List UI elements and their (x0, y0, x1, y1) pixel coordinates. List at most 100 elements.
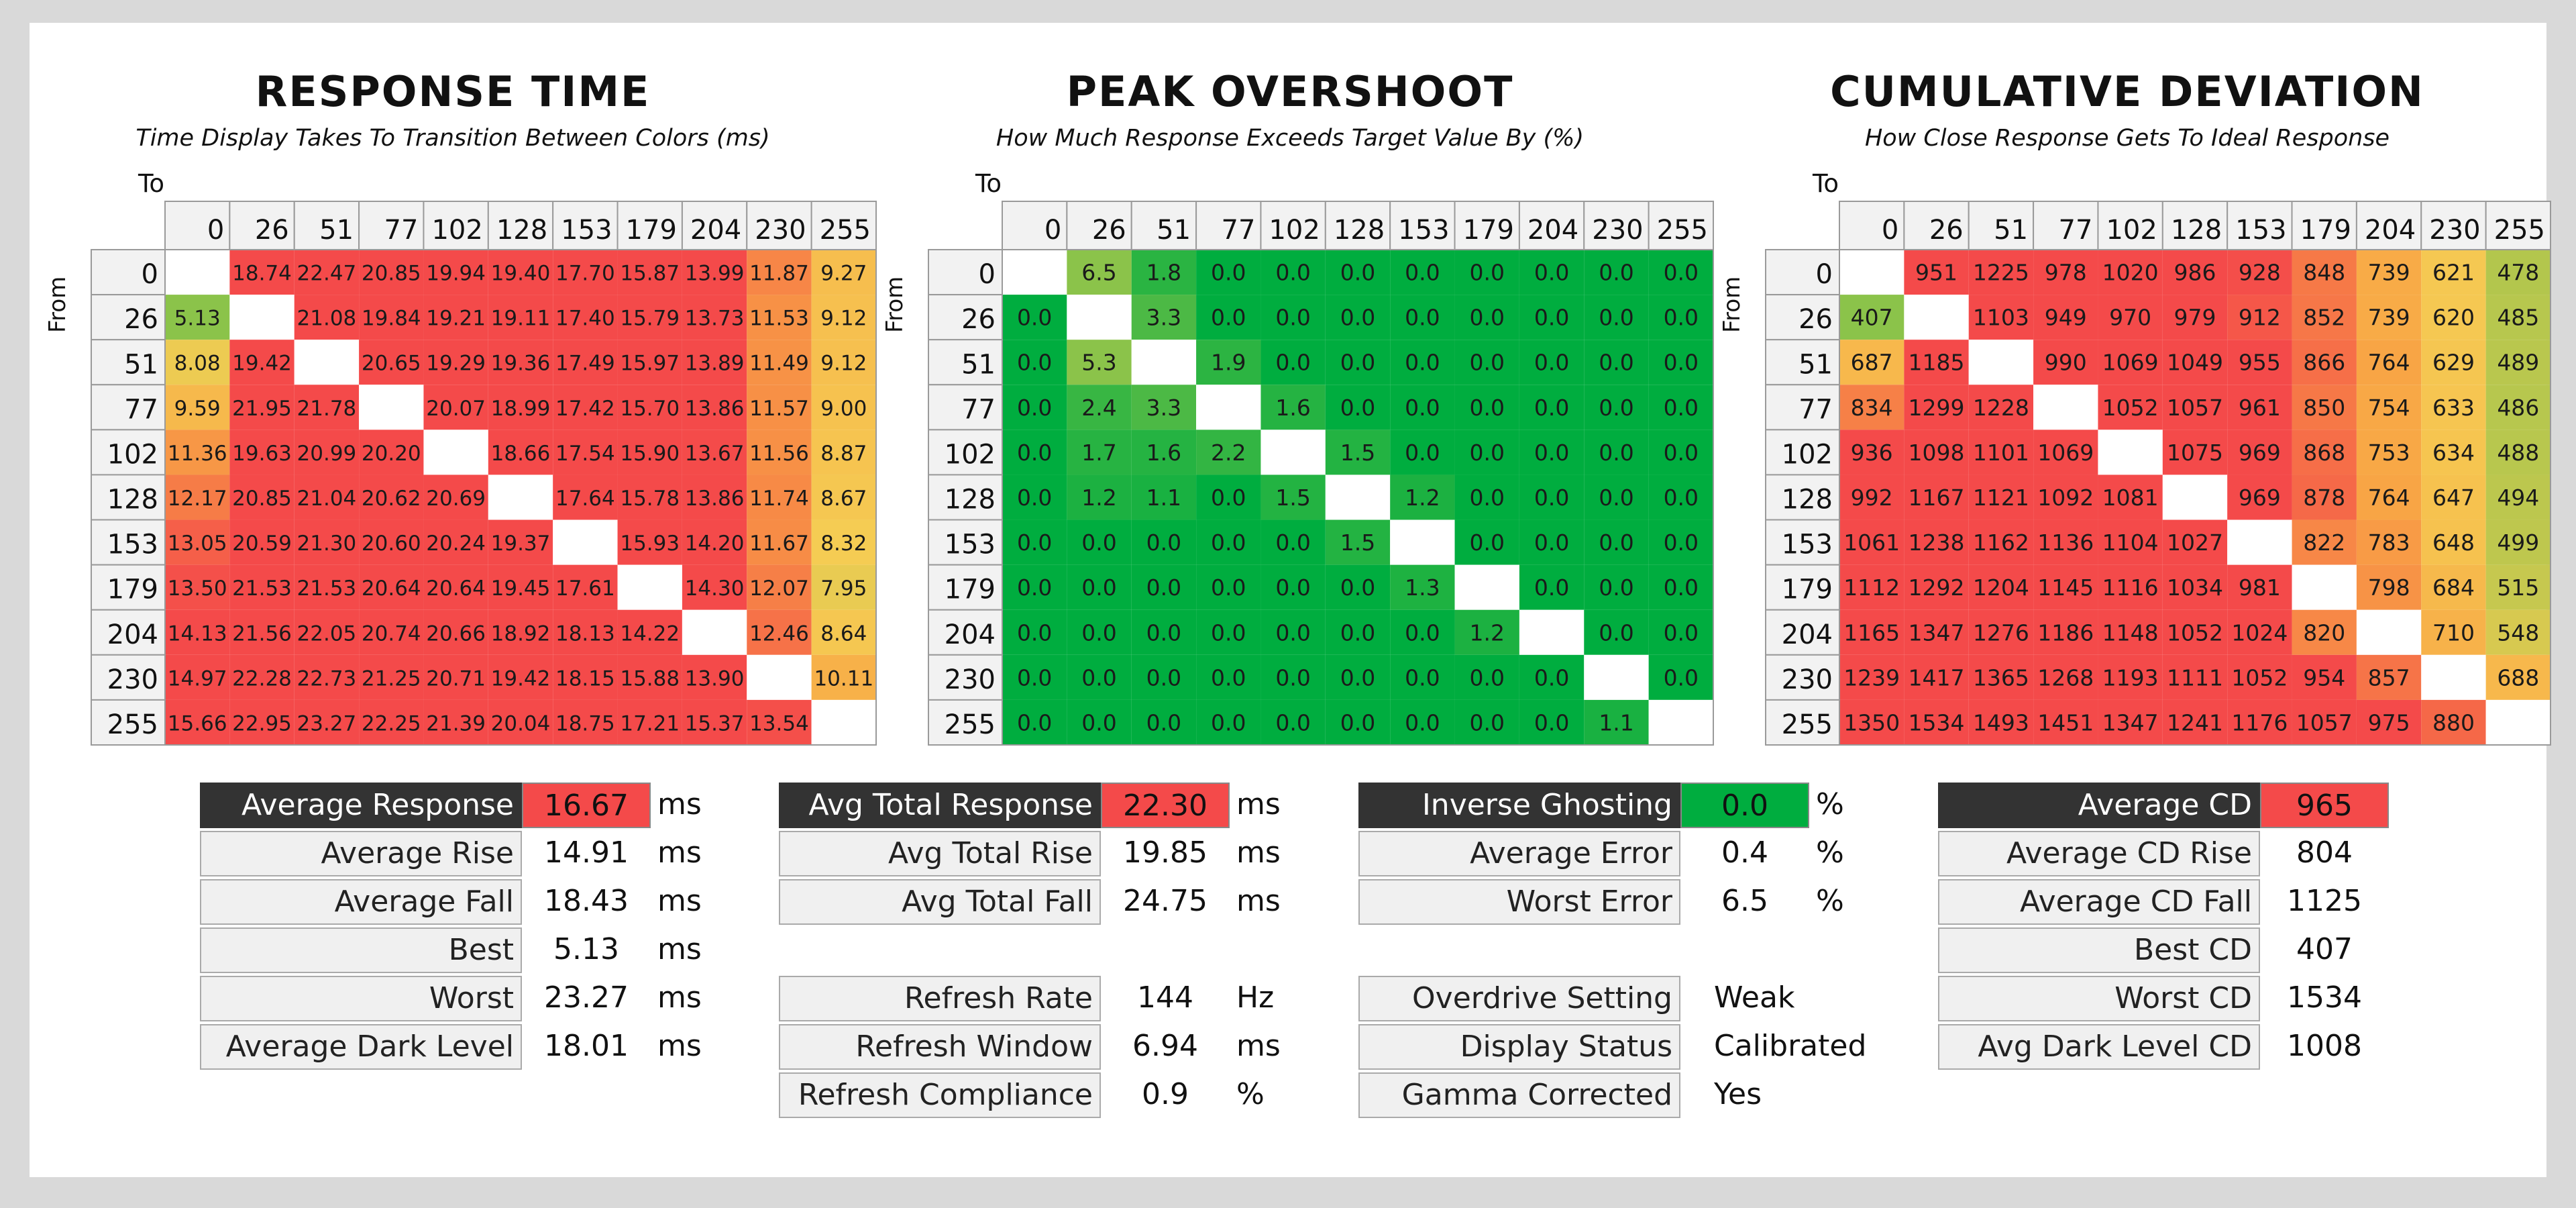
heatmap-cell (1260, 654, 1326, 700)
heatmap-value: 986 (2174, 260, 2216, 286)
stat-value: 19.85 (1123, 836, 1208, 870)
stat-value: 804 (2296, 836, 2353, 870)
row-header-cell (91, 474, 166, 521)
stat-label: Best CD (1938, 927, 2260, 973)
heatmap-cell (811, 564, 876, 610)
heatmap-value: 1417 (1909, 664, 1965, 691)
diagonal-empty-cell (1260, 430, 1326, 475)
heatmap-cell (2421, 564, 2486, 610)
heatmap-value: 0.0 (1017, 664, 1052, 691)
stat-value: 24.75 (1123, 884, 1208, 918)
heatmap-value: 0.0 (1664, 305, 1699, 331)
heatmap-value: 1.6 (1146, 440, 1181, 466)
heatmap-value: 0.0 (1405, 305, 1440, 331)
heatmap-value: 22.73 (297, 666, 357, 691)
heatmap-value: 1.3 (1405, 574, 1440, 601)
heatmap-value: 9.59 (174, 397, 221, 421)
heatmap-value: 1034 (2167, 574, 2223, 601)
heatmap-cell (229, 250, 294, 295)
heatmap-value: 1057 (2296, 709, 2353, 736)
heatmap-value: 15.88 (620, 666, 680, 691)
heatmap-cell (488, 385, 553, 430)
heatmap-cell (1968, 564, 2034, 610)
diagonal-empty-cell (1002, 250, 1067, 295)
row-header-label: 0 (1816, 259, 1833, 290)
heatmap-cell (2162, 385, 2228, 430)
heatmap-cell (1648, 340, 1713, 385)
heatmap-value: 0.0 (1275, 260, 1310, 286)
heatmap-value: 0.0 (1017, 709, 1052, 736)
col-header-label: 102 (2106, 215, 2157, 246)
heatmap-value: 5.13 (174, 307, 221, 331)
stat-label: Refresh Rate (779, 976, 1101, 1021)
heatmap-value: 739 (2368, 305, 2410, 331)
heatmap-value: 20.64 (362, 576, 421, 601)
panel-title: RESPONSE TIME (255, 67, 651, 116)
stat-value: 0.9 (1142, 1077, 1189, 1111)
heatmap-cell (488, 250, 553, 295)
heatmap-value: 5.3 (1081, 350, 1116, 376)
heatmap-cell (1904, 430, 1969, 475)
heatmap-cell (2227, 340, 2292, 385)
heatmap-value: 0.0 (1146, 530, 1181, 556)
row-header-label: 102 (107, 439, 158, 470)
heatmap-cell (1196, 474, 1261, 520)
stat-unit: ms (1236, 787, 1281, 821)
heatmap-value: 486 (2497, 395, 2539, 421)
heatmap-value: 1365 (1973, 664, 2029, 691)
row-header-cell (928, 249, 1003, 296)
heatmap-cell (1839, 654, 1904, 700)
heatmap-value: 15.97 (620, 352, 680, 376)
diagonal-empty-cell (747, 654, 812, 700)
heatmap-value: 20.65 (362, 352, 421, 376)
heatmap-value: 0.0 (1211, 530, 1246, 556)
row-header-label: 102 (945, 439, 996, 470)
heatmap-cell (1584, 340, 1649, 385)
heatmap-value: 22.25 (362, 711, 421, 736)
heatmap-cell (165, 609, 230, 655)
heatmap-cell (617, 295, 682, 340)
heatmap-cell (165, 295, 230, 340)
heatmap-cell (229, 519, 294, 565)
heatmap-value: 8.87 (820, 442, 867, 466)
stat-label: Average CD (1938, 783, 2260, 828)
row-header-cell (91, 429, 166, 476)
heatmap-value: 1193 (2102, 664, 2159, 691)
heatmap-cell (2033, 250, 2098, 295)
heatmap-value: 1.1 (1146, 485, 1181, 511)
heatmap-cell (2421, 295, 2486, 340)
heatmap-cell (2098, 699, 2163, 745)
heatmap-value: 1103 (1973, 305, 2029, 331)
heatmap-cell (553, 340, 618, 385)
heatmap-value: 1057 (2167, 395, 2223, 421)
heatmap-cell (1002, 699, 1067, 745)
heatmap-value: 739 (2368, 260, 2410, 286)
heatmap-value: 1.5 (1275, 485, 1310, 511)
heatmap-value: 866 (2303, 350, 2345, 376)
heatmap-cell (229, 699, 294, 745)
diagonal-empty-cell (2485, 699, 2551, 745)
heatmap-value: 15.79 (620, 307, 680, 331)
heatmap-cell (165, 340, 230, 385)
heatmap-value: 0.0 (1469, 260, 1504, 286)
heatmap-cell (423, 474, 488, 520)
heatmap-cell (1519, 654, 1585, 700)
heatmap-value: 0.0 (1211, 709, 1246, 736)
heatmap-value: 13.67 (685, 442, 745, 466)
heatmap-value: 22.47 (297, 262, 357, 286)
panel-subtitle: Time Display Takes To Transition Between… (136, 125, 770, 152)
heatmap-value: 485 (2497, 305, 2539, 331)
heatmap-value: 3.3 (1146, 305, 1181, 331)
heatmap-value: 0.0 (1534, 664, 1569, 691)
heatmap-value: 12.07 (749, 576, 809, 601)
heatmap-value: 1121 (1973, 485, 2029, 511)
row-header-cell (91, 564, 166, 611)
stat-label: Refresh Window (779, 1024, 1101, 1070)
heatmap-value: 21.95 (232, 397, 292, 421)
heatmap-cell (811, 474, 876, 520)
heatmap-cell (553, 385, 618, 430)
heatmap-cell (1067, 385, 1132, 430)
col-header-label: 255 (820, 215, 871, 246)
heatmap-cell (2227, 430, 2292, 475)
heatmap-cell (2356, 564, 2422, 610)
